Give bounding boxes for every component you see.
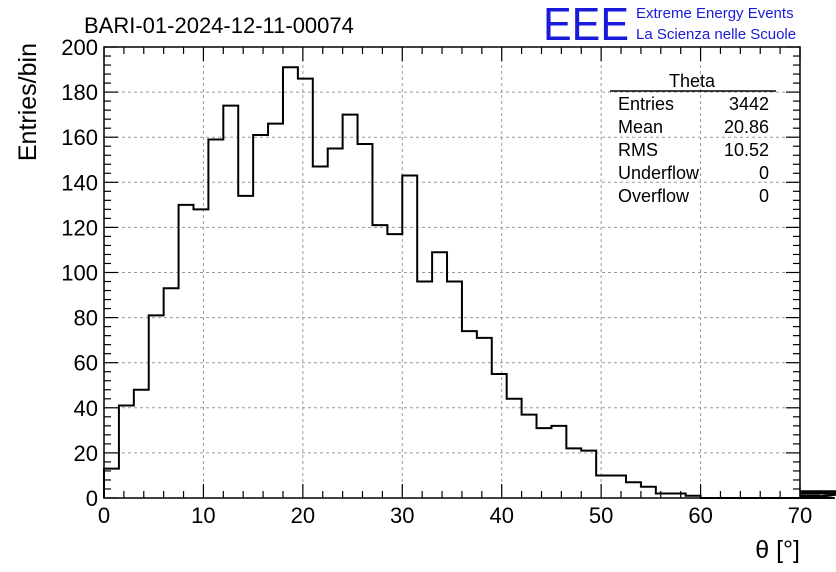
y-tick-label: 20 [74, 441, 98, 466]
y-tick-label: 160 [61, 125, 98, 150]
y-tick-labels: 0 20 40 60 80 100 120 140 160 180 200 [61, 35, 98, 511]
stats-title: Theta [669, 71, 716, 91]
stats-box: Theta Entries 3442 Mean 20.86 RMS 10.52 Underf… [610, 71, 776, 206]
y-tick-label: 140 [61, 170, 98, 195]
x-tick-labels: 0 10 20 30 40 50 60 70 [98, 503, 812, 528]
x-axis-label: θ [°] [755, 536, 800, 564]
y-tick-label: 60 [74, 351, 98, 376]
stats-label: Overflow [618, 186, 690, 206]
stats-label: RMS [618, 140, 658, 160]
stats-value: 0 [759, 163, 769, 183]
chart-title: BARI-01-2024-12-11-00074 [84, 13, 354, 38]
y-tick-label: 180 [61, 80, 98, 105]
y-tick-label: 80 [74, 306, 98, 331]
y-axis-label: Entries/bin [14, 43, 42, 161]
stats-value: 0 [759, 186, 769, 206]
stats-value: 3442 [729, 94, 769, 114]
x-tick-label: 50 [589, 503, 613, 528]
stats-rows: Entries 3442 Mean 20.86 RMS 10.52 Underflow 0 Ov… [618, 94, 769, 206]
axis-ticks [103, 46, 801, 499]
x-tick-label: 0 [98, 503, 110, 528]
x-tick-label: 40 [489, 503, 513, 528]
stats-value: 10.52 [724, 140, 769, 160]
y-tick-label: 120 [61, 215, 98, 240]
x-tick-label: 20 [291, 503, 315, 528]
x-tick-label: 30 [390, 503, 414, 528]
grid-lines [104, 47, 800, 498]
stats-label: Mean [618, 117, 663, 137]
y-tick-label: 200 [61, 35, 98, 60]
x-tick-label: 10 [191, 503, 215, 528]
y-tick-label: 100 [61, 261, 98, 286]
logo-mark: EEE [543, 0, 629, 50]
y-tick-label: 40 [74, 396, 98, 421]
stats-label: Underflow [618, 163, 700, 183]
x-tick-label: 70 [788, 503, 812, 528]
stats-label: Entries [618, 94, 674, 114]
x-tick-label: 60 [688, 503, 712, 528]
y-tick-label: 0 [86, 486, 98, 511]
eee-logo: EEE Extreme Energy Events La Scienza nel… [543, 0, 796, 50]
logo-line-2: La Scienza nelle Scuole [636, 26, 796, 43]
stats-value: 20.86 [724, 117, 769, 137]
logo-line-1: Extreme Energy Events [636, 5, 794, 22]
